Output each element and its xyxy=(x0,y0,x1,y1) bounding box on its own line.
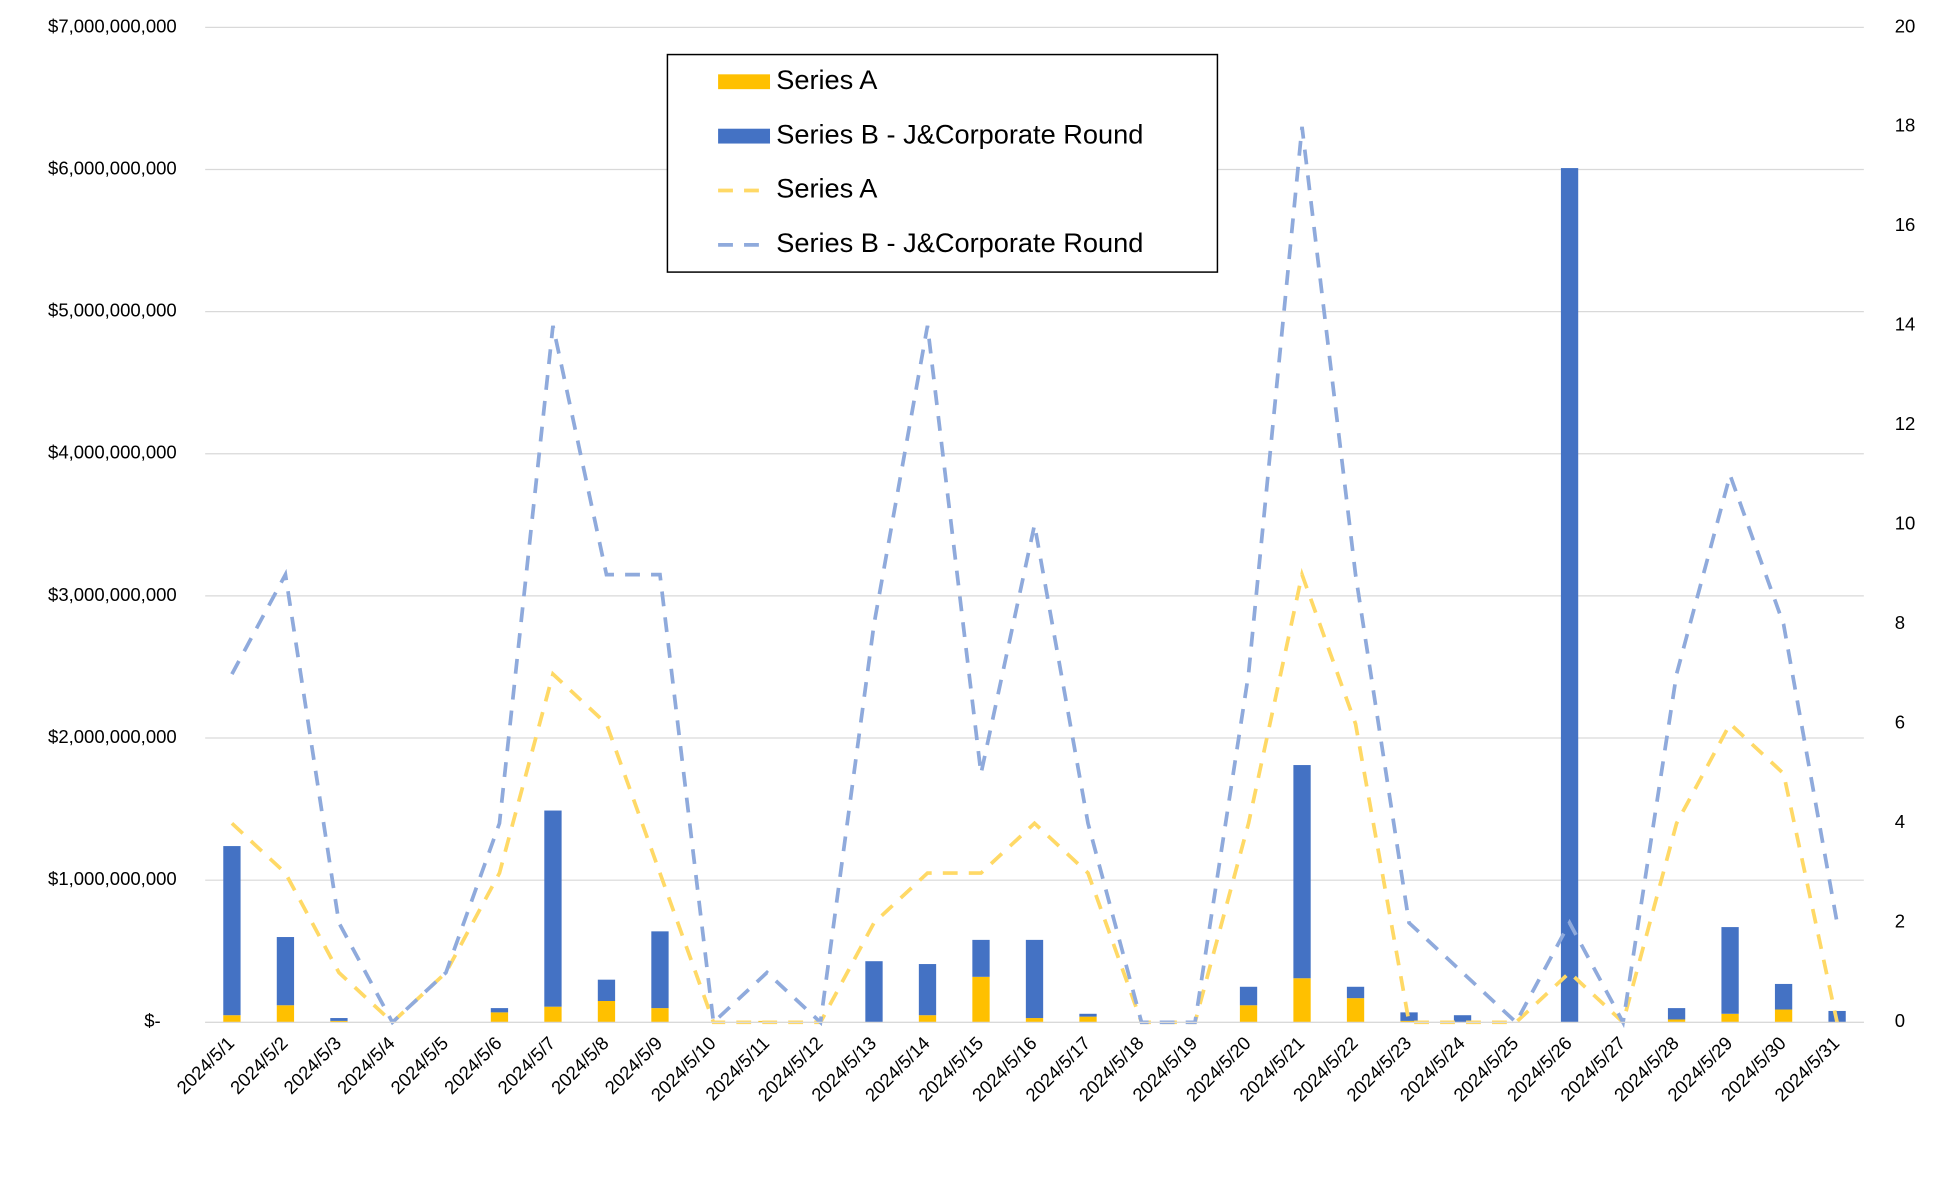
bar xyxy=(1453,1015,1472,1023)
y2-tick-label: 0 xyxy=(1895,1010,1905,1031)
y-tick-label: $7,000,000,000 xyxy=(48,15,177,36)
legend-swatch xyxy=(718,74,771,90)
line xyxy=(230,126,1839,1029)
bar xyxy=(1346,998,1365,1023)
y-tick-label: $4,000,000,000 xyxy=(48,442,177,463)
bar xyxy=(651,931,669,1009)
y2-tick-label: 14 xyxy=(1895,314,1916,335)
bar xyxy=(865,961,883,1023)
bar xyxy=(1667,1019,1686,1023)
bar xyxy=(1774,1009,1793,1023)
y2-tick-label: 16 xyxy=(1895,214,1916,235)
legend-swatch xyxy=(718,128,771,144)
y-tick-label: $5,000,000,000 xyxy=(48,300,177,321)
x-tick-label: 2024/5/3 xyxy=(279,1032,345,1098)
y-tick-label: $2,000,000,000 xyxy=(48,726,177,747)
y2-tick-label: 6 xyxy=(1895,712,1905,733)
bar xyxy=(1293,978,1311,1023)
y2-tick-label: 20 xyxy=(1895,15,1916,36)
x-tick-label: 2024/5/5 xyxy=(386,1032,452,1098)
bar xyxy=(490,1012,509,1023)
bar xyxy=(597,1000,616,1023)
y2-tick-label: 8 xyxy=(1895,612,1905,633)
y2-tick-label: 12 xyxy=(1895,413,1916,434)
y2-tick-label: 4 xyxy=(1895,811,1905,832)
line xyxy=(230,567,1839,1026)
bar xyxy=(490,1008,509,1013)
y2-tick-label: 10 xyxy=(1895,513,1916,534)
bar xyxy=(918,964,937,1016)
x-tick-label: 2024/5/8 xyxy=(547,1032,613,1098)
legend-box xyxy=(666,53,1219,273)
legend-label: Series A xyxy=(776,64,878,95)
legend: Series A Series B - J&Corporate Round Seri… xyxy=(666,53,1219,273)
bar xyxy=(223,846,241,1016)
bar xyxy=(1774,983,1793,1010)
x-tick-label: 2024/5/2 xyxy=(226,1032,292,1098)
legend-label: Series B - J&Corporate Round xyxy=(776,227,1143,258)
bar xyxy=(223,1015,241,1023)
x-tick-label: 2024/5/1 xyxy=(172,1032,238,1098)
x-tick-label: 2024/5/4 xyxy=(333,1032,399,1098)
bar xyxy=(651,1008,669,1023)
x-tick-label: 2024/5/6 xyxy=(440,1032,506,1098)
legend-label: Series B - J&Corporate Round xyxy=(776,118,1143,149)
bar xyxy=(1721,1013,1739,1023)
y-tick-label: $- xyxy=(144,1010,160,1031)
bar xyxy=(276,1005,295,1023)
y-tick-label: $1,000,000,000 xyxy=(48,868,177,889)
y-tick-label: $3,000,000,000 xyxy=(48,584,177,605)
y2-tick-label: 2 xyxy=(1895,911,1905,932)
bar xyxy=(1079,1013,1097,1017)
bar xyxy=(1721,927,1739,1014)
bar xyxy=(1239,986,1258,1006)
bar xyxy=(1400,1012,1418,1021)
legend-label: Series A xyxy=(776,173,878,204)
bar xyxy=(1560,168,1579,1023)
bar xyxy=(1346,986,1365,999)
y-tick-label: $6,000,000,000 xyxy=(48,157,177,178)
bar xyxy=(330,1020,348,1023)
y2-tick-label: 18 xyxy=(1895,115,1916,136)
bar xyxy=(1025,939,1044,1019)
bar xyxy=(597,979,616,1001)
bar xyxy=(1239,1005,1258,1023)
bar xyxy=(918,1015,937,1023)
bar xyxy=(544,1006,562,1023)
x-tick-label: 2024/5/7 xyxy=(493,1032,559,1098)
bar xyxy=(544,810,562,1007)
bar xyxy=(330,1018,348,1021)
bar xyxy=(1400,1020,1418,1023)
bar xyxy=(1293,765,1311,979)
bar xyxy=(972,939,990,977)
bar xyxy=(972,976,990,1023)
grid xyxy=(205,26,1864,1023)
bar xyxy=(1667,1008,1686,1020)
bar xyxy=(1025,1018,1044,1023)
bar xyxy=(1079,1016,1097,1023)
bar xyxy=(276,937,295,1006)
